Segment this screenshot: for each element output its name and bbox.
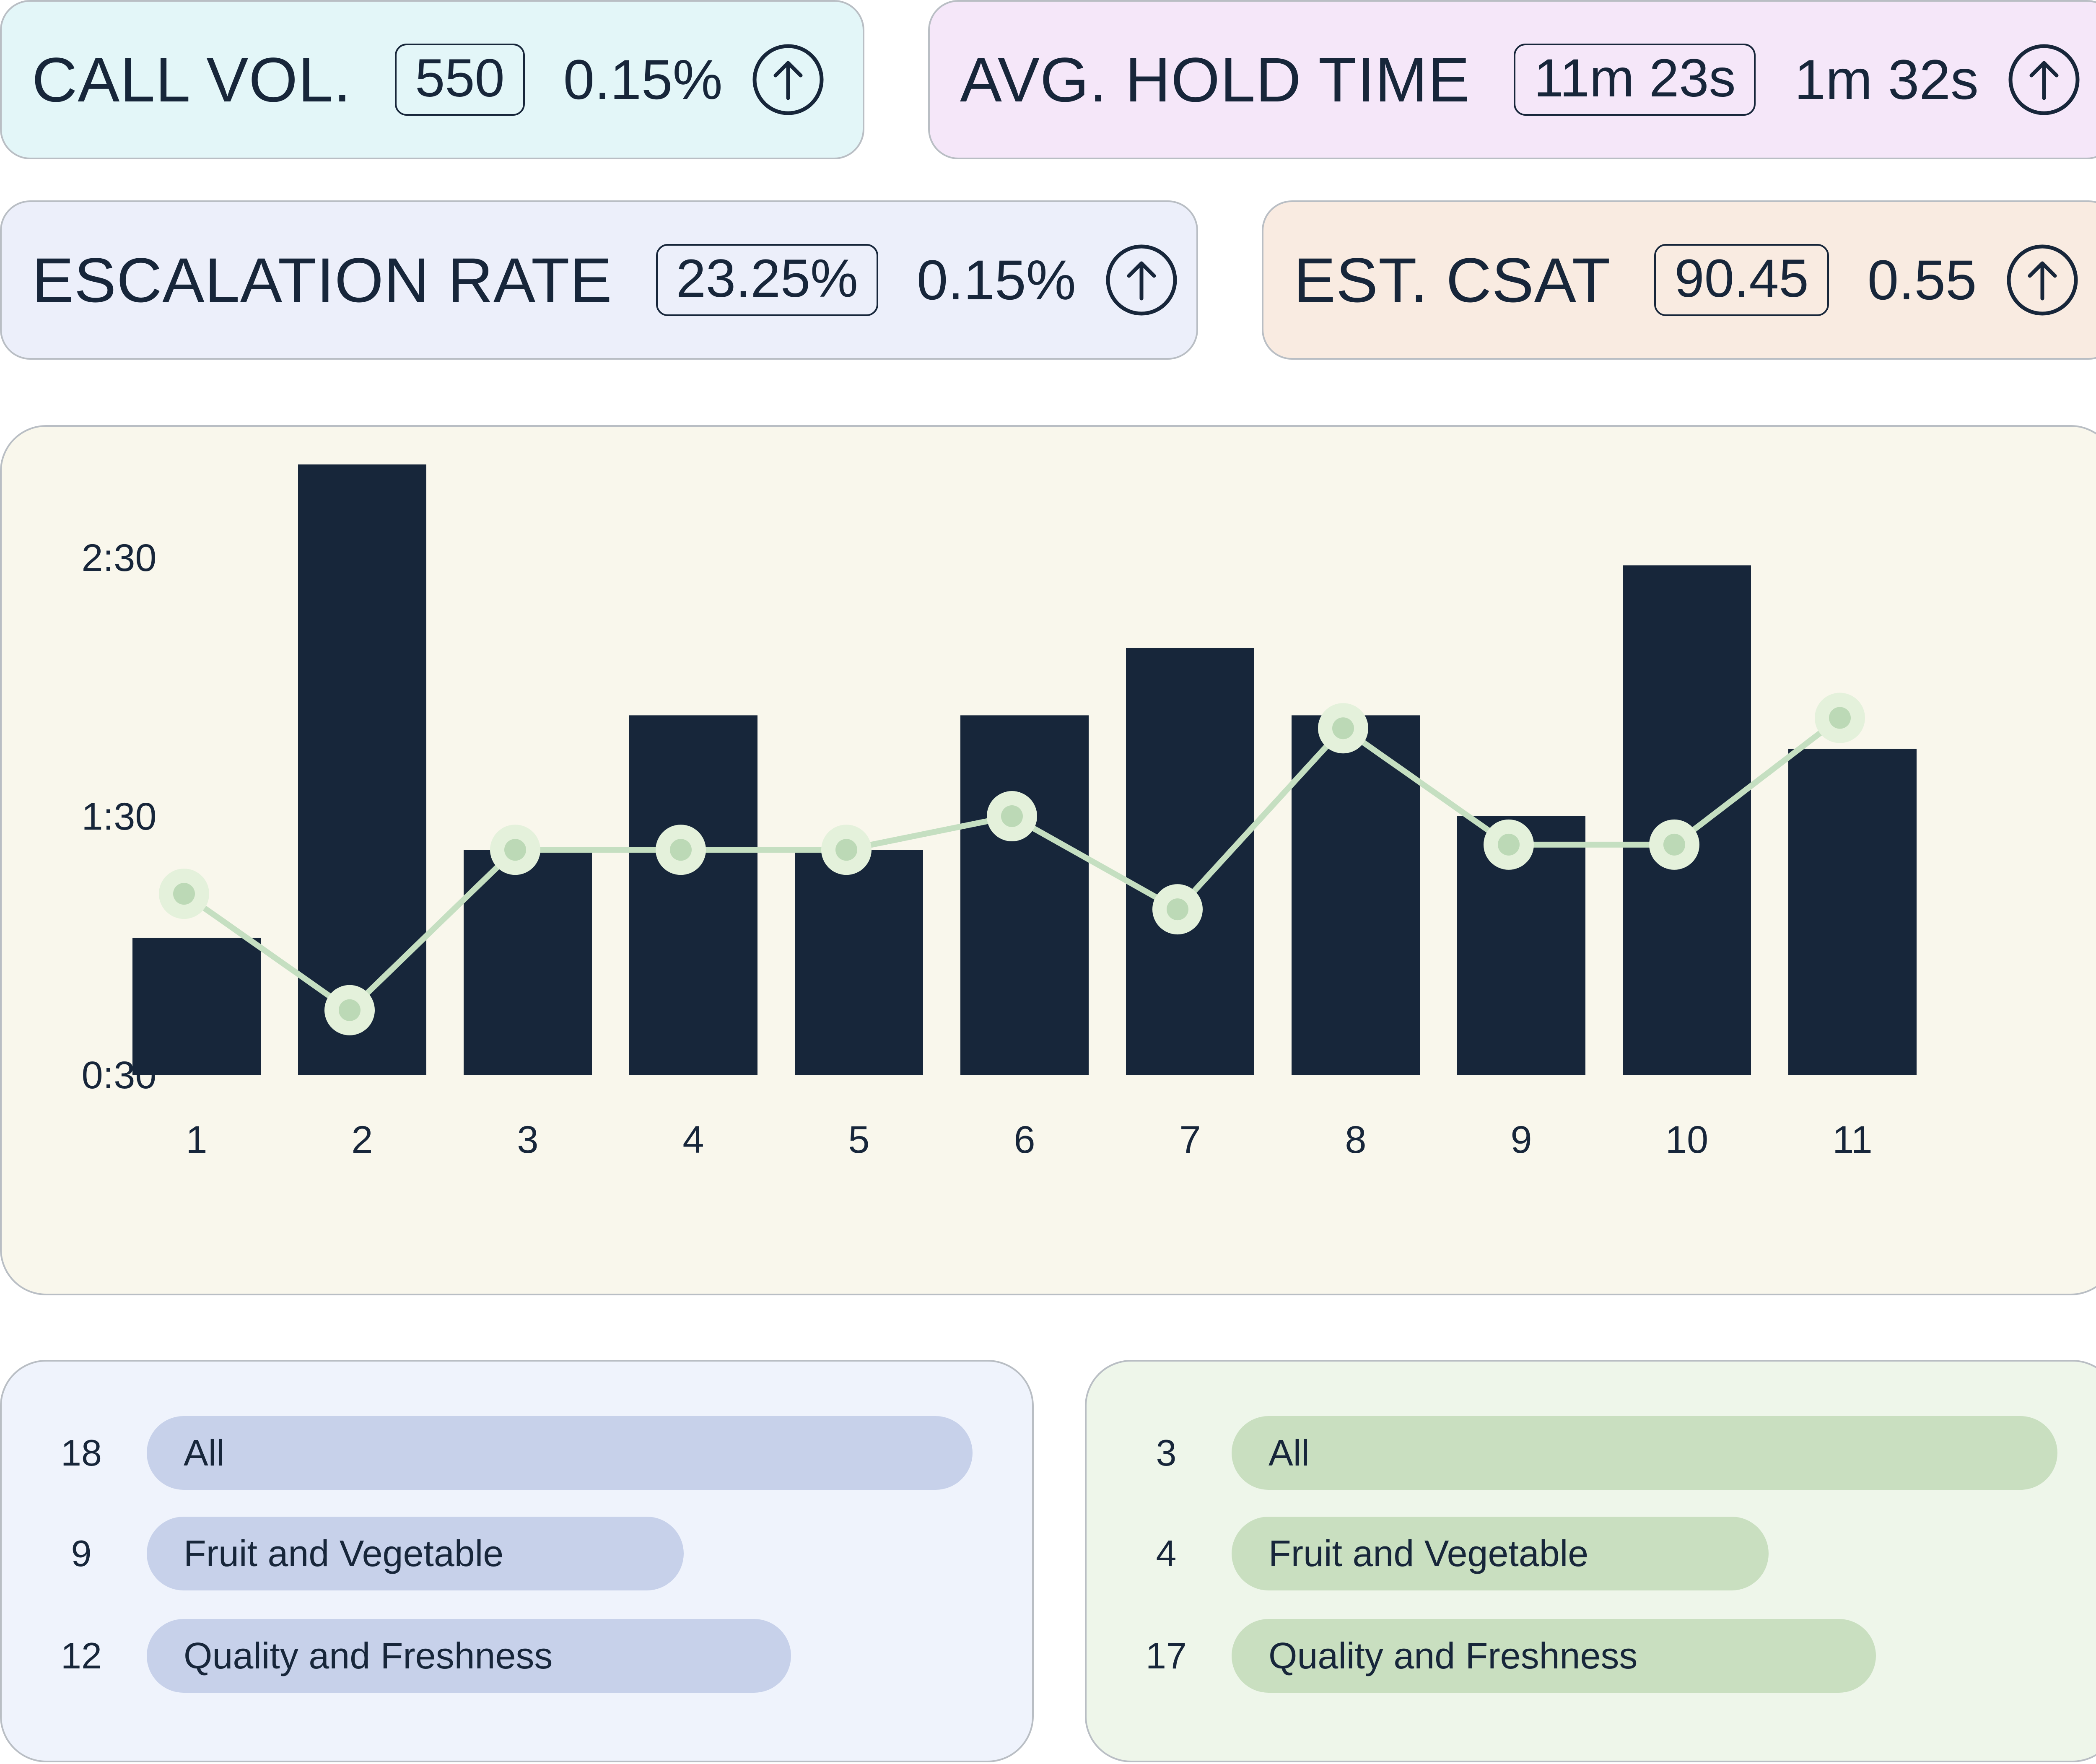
list-item: 3 All	[1087, 1416, 2096, 1490]
bar	[464, 850, 592, 1075]
category-list-green: 3 All 4 Fruit and Vegetable 17 Quality and Fr…	[1085, 1360, 2096, 1762]
x-tick-label: 4	[682, 1118, 704, 1161]
y-tick-label: 1:30	[81, 795, 156, 838]
y-tick-label: 2:30	[81, 537, 156, 579]
kpi-label: CALL VOL.	[32, 44, 352, 115]
x-tick-label: 8	[1345, 1118, 1366, 1161]
kpi-delta: 0.15%	[916, 249, 1076, 311]
list-item-count: 3	[1156, 1432, 1177, 1473]
list-item-count: 18	[61, 1432, 102, 1473]
combo-chart: 0:301:302:301 2 3 4 5 6 7 8 9 10 11	[81, 464, 1917, 1161]
x-tick-label: 5	[848, 1118, 869, 1161]
kpi-delta: 0.15%	[563, 48, 723, 111]
line-point-center	[1498, 833, 1520, 856]
kpi-label: AVG. HOLD TIME	[960, 44, 1471, 115]
line-point-center	[670, 839, 692, 861]
bar	[298, 464, 426, 1075]
kpi-card-escalation-rate: ESCALATION RATE 23.25% 0.15%	[0, 200, 1198, 360]
bar	[629, 715, 757, 1075]
line-point-center	[173, 883, 195, 905]
list-item: 12 Quality and Freshness	[2, 1619, 1032, 1693]
kpi-label: EST. CSAT	[1294, 244, 1611, 315]
list-item-bar: Quality and Freshness	[147, 1619, 791, 1693]
line-point-center	[1001, 805, 1023, 827]
line-point-center	[835, 839, 857, 861]
list-item-count: 12	[61, 1635, 102, 1676]
bar	[1623, 565, 1751, 1075]
x-tick-label: 2	[351, 1118, 373, 1161]
list-item-bar: All	[147, 1416, 973, 1490]
kpi-card-avg-hold-time: AVG. HOLD TIME 11m 23s 1m 32s	[928, 0, 2096, 159]
bar	[1788, 749, 1917, 1075]
bar	[1292, 715, 1420, 1075]
kpi-value-badge: 23.25%	[656, 244, 878, 316]
list-item-count: 4	[1156, 1533, 1177, 1574]
arrow-up-circle-icon	[752, 44, 824, 115]
list-item-bar: Quality and Freshness	[1232, 1619, 1876, 1693]
kpi-label: ESCALATION RATE	[32, 244, 612, 315]
bar	[795, 850, 923, 1075]
line-point-center	[1829, 707, 1851, 729]
arrow-up-circle-icon	[2007, 244, 2078, 316]
x-tick-label: 6	[1014, 1118, 1035, 1161]
kpi-delta: 1m 32s	[1794, 48, 1979, 111]
line-point-center	[1663, 833, 1685, 856]
list-item: 18 All	[2, 1416, 1032, 1490]
x-tick-label: 9	[1510, 1118, 1532, 1161]
x-tick-label: 7	[1179, 1118, 1201, 1161]
line-point-center	[504, 839, 526, 861]
kpi-value-badge: 11m 23s	[1514, 44, 1756, 116]
x-tick-label: 11	[1832, 1118, 1873, 1161]
arrow-up-circle-icon	[2008, 44, 2080, 115]
x-tick-label: 3	[517, 1118, 538, 1161]
category-list-blue: 18 All 9 Fruit and Vegetable 12 Quality and F…	[0, 1360, 1034, 1762]
x-tick-label: 1	[186, 1118, 207, 1161]
list-item-bar: Fruit and Vegetable	[1232, 1517, 1769, 1590]
line-point-center	[1167, 898, 1188, 921]
list-item-count: 9	[71, 1533, 92, 1574]
kpi-value-badge: 550	[395, 44, 525, 116]
kpi-value-badge: 90.45	[1654, 244, 1829, 316]
list-item: 17 Quality and Freshness	[1087, 1619, 2096, 1693]
x-tick-label: 10	[1665, 1118, 1708, 1161]
bar	[1126, 648, 1254, 1075]
list-item-bar: Fruit and Vegetable	[147, 1517, 684, 1590]
bar	[132, 937, 261, 1075]
arrow-up-circle-icon	[1106, 244, 1177, 316]
kpi-delta: 0.55	[1867, 249, 1977, 311]
kpi-card-est-csat: EST. CSAT 90.45 0.55	[1262, 200, 2096, 360]
line-point-center	[1332, 717, 1354, 739]
kpi-card-call-volume: CALL VOL. 550 0.15%	[0, 0, 864, 159]
list-item: 4 Fruit and Vegetable	[1087, 1517, 2096, 1590]
bar	[960, 715, 1089, 1075]
list-item-bar: All	[1232, 1416, 2057, 1490]
chart-panel: 0:30 1:30 2:30 1 2 3 4 5 6 7 8 9 10 11	[0, 425, 2096, 1295]
list-item-count: 17	[1146, 1635, 1187, 1676]
line-point-center	[339, 999, 361, 1021]
list-item: 9 Fruit and Vegetable	[2, 1517, 1032, 1590]
